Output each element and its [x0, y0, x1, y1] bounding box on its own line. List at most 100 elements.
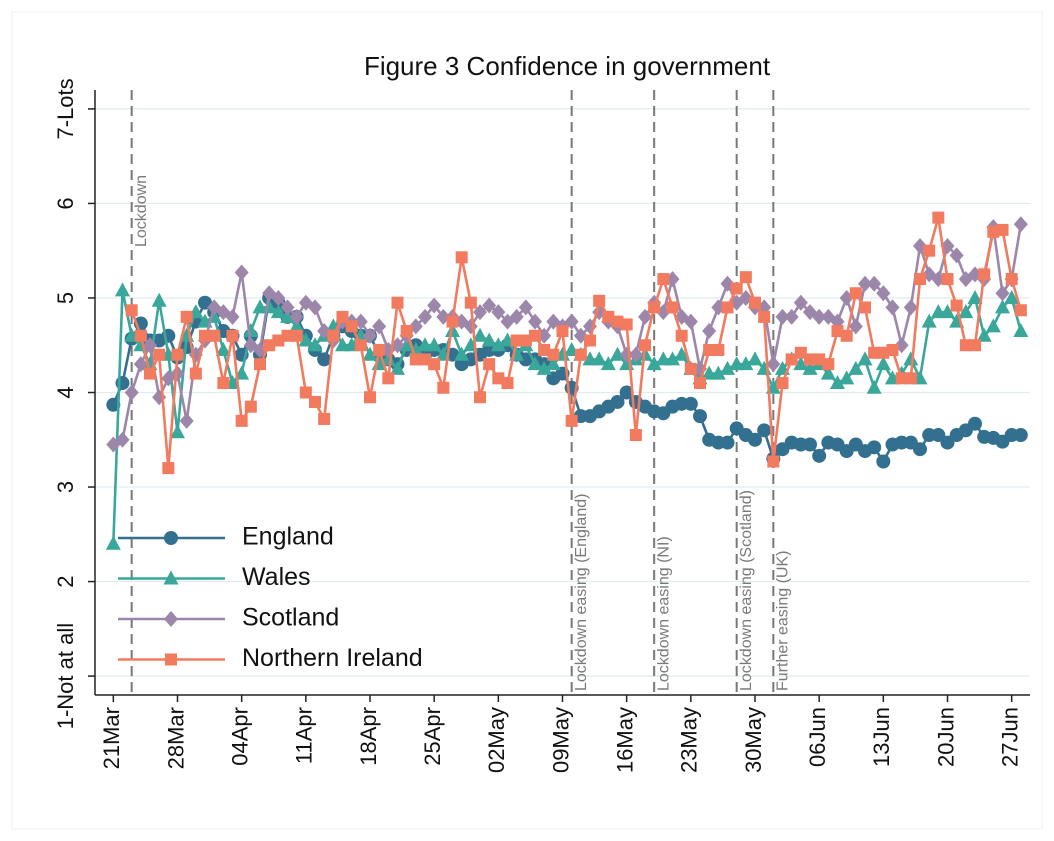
- y-tick-label: 6: [53, 197, 78, 209]
- point: [867, 275, 882, 292]
- point: [904, 372, 917, 385]
- point: [536, 360, 552, 375]
- point: [235, 414, 248, 427]
- point: [426, 337, 442, 352]
- point: [336, 310, 349, 323]
- point: [151, 292, 167, 307]
- point: [803, 437, 817, 452]
- point: [812, 308, 827, 325]
- x-tick-label: 21Mar: [99, 707, 124, 769]
- point: [289, 318, 305, 333]
- point: [254, 358, 266, 371]
- point: [491, 304, 506, 321]
- point: [464, 296, 477, 309]
- point: [455, 251, 468, 264]
- point: [528, 313, 542, 330]
- point: [812, 448, 827, 463]
- legend-label: Scotland: [242, 604, 339, 632]
- point: [738, 356, 754, 371]
- point: [1005, 273, 1018, 286]
- point: [299, 386, 312, 399]
- point: [932, 211, 945, 224]
- point: [766, 356, 781, 373]
- point: [950, 299, 963, 312]
- point: [215, 341, 231, 356]
- point: [996, 223, 1009, 236]
- point: [876, 285, 891, 302]
- event-label: Lockdown easing (England): [573, 494, 590, 691]
- point: [903, 351, 919, 366]
- point: [408, 341, 424, 356]
- point: [629, 429, 642, 442]
- point: [995, 285, 1010, 302]
- point: [125, 304, 138, 317]
- point: [694, 377, 706, 390]
- point: [162, 462, 175, 475]
- x-tick-label: 18Apr: [356, 707, 381, 766]
- point: [703, 343, 716, 356]
- point: [165, 653, 177, 666]
- point: [281, 329, 294, 342]
- point: [712, 343, 725, 356]
- point: [226, 329, 239, 342]
- point: [538, 343, 551, 356]
- point: [923, 244, 936, 257]
- point: [968, 416, 982, 431]
- point: [307, 337, 323, 352]
- point: [985, 318, 1001, 333]
- point: [978, 268, 991, 281]
- point: [189, 367, 202, 380]
- x-tick-label: 30May: [741, 707, 766, 773]
- point: [859, 301, 871, 314]
- x-tick-label: 06Jun: [805, 707, 830, 767]
- point: [318, 412, 331, 425]
- point: [115, 431, 130, 448]
- point: [767, 455, 780, 468]
- point: [620, 318, 633, 331]
- point: [317, 352, 332, 367]
- point: [134, 329, 147, 342]
- x-tick-label: 25Apr: [420, 707, 445, 766]
- point: [958, 304, 974, 319]
- point: [840, 329, 853, 342]
- x-tick-label: 28Mar: [163, 707, 188, 769]
- point: [995, 299, 1010, 314]
- point: [164, 611, 178, 627]
- y-tick-label: 1-Not at all: [53, 623, 78, 729]
- event-label: Further easing (UK): [775, 551, 792, 692]
- point: [721, 301, 734, 314]
- point: [747, 351, 763, 366]
- point: [976, 327, 992, 342]
- point: [234, 264, 249, 281]
- point: [153, 348, 166, 361]
- point: [308, 299, 322, 316]
- point: [474, 391, 486, 404]
- y-tick-label: 5: [53, 292, 78, 304]
- x-tick-label: 02May: [484, 707, 509, 773]
- point: [646, 356, 662, 371]
- point: [702, 323, 717, 340]
- point: [895, 372, 908, 385]
- point: [885, 299, 900, 316]
- point: [914, 273, 926, 286]
- point: [399, 337, 415, 352]
- point: [657, 273, 670, 286]
- point: [903, 299, 918, 316]
- x-tick-label: 20Jun: [933, 707, 958, 767]
- point: [839, 370, 855, 385]
- point: [648, 301, 661, 314]
- point: [472, 327, 488, 342]
- point: [877, 346, 890, 359]
- point: [545, 356, 561, 371]
- point: [309, 395, 321, 408]
- point: [454, 346, 470, 361]
- point: [866, 379, 882, 394]
- point: [345, 320, 358, 333]
- legend-label: Northern Ireland: [242, 644, 423, 672]
- point: [556, 325, 569, 338]
- point: [776, 377, 789, 390]
- point: [804, 353, 816, 366]
- point: [105, 535, 121, 550]
- point: [419, 353, 431, 366]
